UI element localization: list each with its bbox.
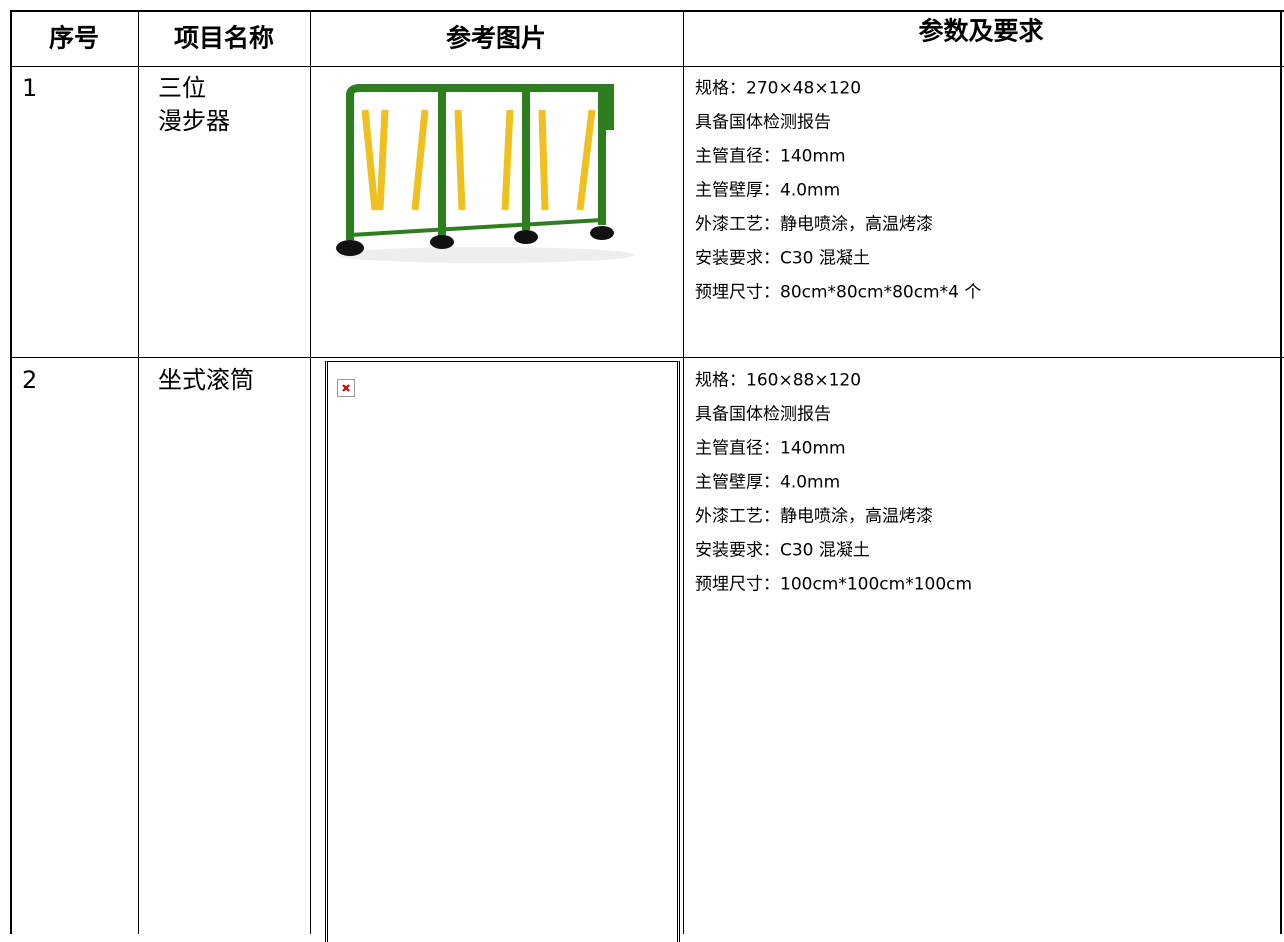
spec-line: 具备国体检测报告 [695, 112, 831, 133]
spec-line: 安装要求：C30 混凝土 [695, 248, 870, 269]
border [10, 10, 12, 934]
border [10, 10, 1284, 12]
border [683, 10, 684, 934]
header-cell: 项目名称 [173, 23, 275, 53]
spec-line: 具备国体检测报告 [695, 404, 831, 425]
border [138, 10, 139, 934]
item-name: 三位 [158, 74, 206, 102]
spec-line: 预埋尺寸：100cm*100cm*100cm [695, 574, 973, 595]
spec-line: 外漆工艺：静电喷涂，高温烤漆 [695, 214, 933, 235]
spec-line: 主管直径：140mm [695, 438, 846, 459]
spec-line: 主管直径：140mm [695, 146, 846, 167]
border [1280, 10, 1282, 934]
header-cell: 参考图片 [445, 23, 547, 53]
item-name: 坐式滚筒 [158, 366, 254, 394]
equipment-image [335, 84, 635, 263]
border [10, 66, 1284, 67]
spec-line: 规格：270×48×120 [695, 78, 862, 99]
row-index: 1 [22, 74, 38, 102]
border [10, 357, 1284, 358]
spec-line: 预埋尺寸：80cm*80cm*80cm*4 个 [695, 282, 982, 303]
row-index: 2 [22, 366, 38, 394]
header-cell: 参数及要求 [918, 16, 1044, 46]
image-frame [325, 361, 680, 942]
item-name: 漫步器 [158, 107, 230, 135]
header-cell: 序号 [48, 23, 100, 53]
spec-line: 规格：160×88×120 [695, 370, 862, 391]
broken-image-icon [337, 379, 355, 397]
border [310, 10, 311, 934]
spec-line: 外漆工艺：静电喷涂，高温烤漆 [695, 506, 933, 527]
spec-line: 安装要求：C30 混凝土 [695, 540, 870, 561]
spec-line: 主管壁厚：4.0mm [695, 180, 841, 201]
spec-line: 主管壁厚：4.0mm [695, 472, 841, 493]
